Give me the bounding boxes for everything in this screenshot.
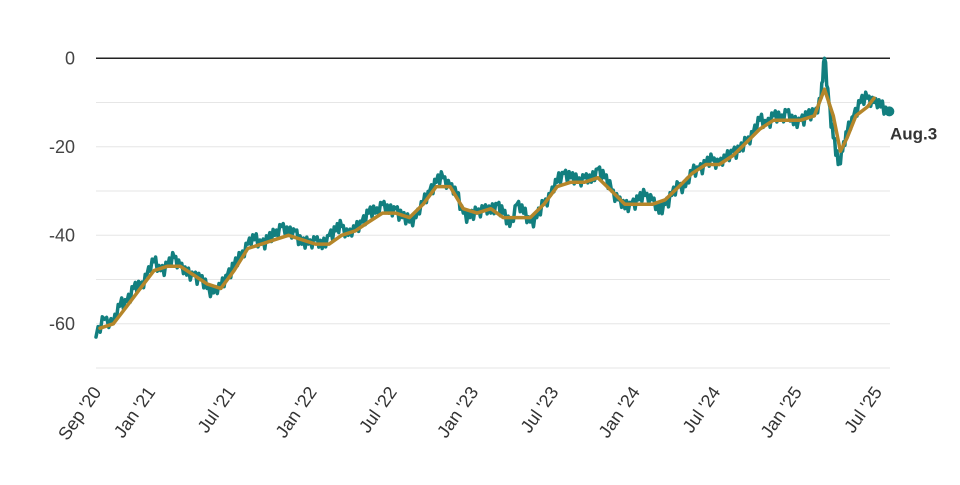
y-tick-label: 0 [65, 48, 75, 68]
x-tick-label: Jan '22 [271, 383, 320, 442]
y-tick-label: -40 [49, 225, 75, 245]
x-axis-ticks: Sep '20 Jan '21 Jul '21 Jan '22 Jul '22 Jan '… [54, 383, 886, 444]
x-tick-label: Jul '21 [193, 383, 239, 437]
end-date-label: Aug.3 [890, 124, 937, 143]
x-tick-label: Jan '24 [595, 383, 644, 442]
gridlines [96, 102, 890, 369]
y-tick-label: -60 [49, 314, 75, 334]
x-tick-label: Jul '25 [840, 383, 886, 437]
y-axis-ticks: 0 -20 -40 -60 [49, 48, 75, 334]
x-tick-label: Jan '21 [110, 383, 159, 442]
x-tick-label: Jan '23 [433, 383, 482, 442]
y-tick-label: -20 [49, 137, 75, 157]
series-group [94, 56, 895, 339]
series-line-smoothed [98, 87, 876, 330]
x-tick-label: Jan '25 [757, 383, 806, 442]
x-tick-label: Jul '24 [679, 383, 725, 437]
x-tick-label: Sep '20 [54, 383, 105, 444]
x-tick-label: Jul '22 [355, 383, 401, 437]
series-line-raw [94, 56, 890, 339]
x-tick-label: Jul '23 [517, 383, 563, 437]
series-end-point [884, 106, 895, 117]
